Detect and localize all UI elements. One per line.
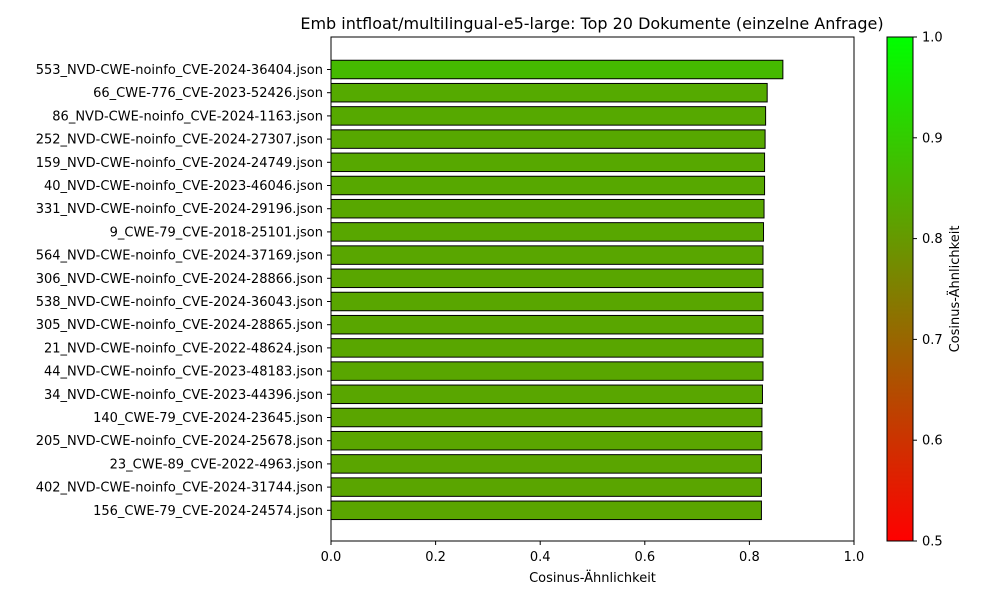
bar (330, 338, 764, 358)
category-label: 553_NVD-CWE-noinfo_CVE-2024-36404.json (36, 63, 323, 78)
category-label: 331_NVD-CWE-noinfo_CVE-2024-29196.json (36, 202, 323, 217)
colorbar-tick-label: 1.0 (922, 31, 943, 46)
bars-group (330, 59, 784, 521)
colorbar-label: Cosinus-Ähnlichkeit (947, 226, 963, 353)
bar (330, 384, 763, 405)
category-label: 156_CWE-79_CVE-2024-24574.json (93, 504, 323, 519)
colorbar-tick-label: 0.7 (922, 333, 943, 348)
category-label: 34_NVD-CWE-noinfo_CVE-2023-44396.json (44, 388, 323, 403)
colorbar-tick-label: 0.8 (922, 232, 943, 247)
bar (330, 430, 763, 451)
category-label: 305_NVD-CWE-noinfo_CVE-2024-28865.json (36, 318, 323, 333)
bar (330, 222, 765, 242)
bar (330, 129, 766, 149)
category-label: 252_NVD-CWE-noinfo_CVE-2024-27307.json (36, 133, 323, 148)
bar (330, 291, 764, 312)
bar (330, 407, 763, 428)
category-label: 140_CWE-79_CVE-2024-23645.json (93, 411, 323, 426)
colorbar-axis: 0.5 0.6 0.7 0.8 0.9 1.0 (913, 31, 943, 550)
category-label: 44_NVD-CWE-noinfo_CVE-2023-48183.json (44, 365, 323, 380)
category-label: 21_NVD-CWE-noinfo_CVE-2022-48624.json (44, 341, 323, 356)
colorbar-tick-label: 0.5 (922, 535, 943, 550)
bar (330, 500, 762, 521)
x-tick-label: 0.4 (530, 550, 551, 565)
category-label: 538_NVD-CWE-noinfo_CVE-2024-36043.json (36, 295, 323, 310)
bar (330, 268, 764, 289)
category-label: 306_NVD-CWE-noinfo_CVE-2024-28866.json (36, 272, 323, 287)
bar (330, 361, 764, 381)
category-label: 86_NVD-CWE-noinfo_CVE-2024-1163.json (52, 109, 323, 124)
category-label: 564_NVD-CWE-noinfo_CVE-2024-37169.json (36, 249, 323, 264)
bar (330, 477, 762, 497)
category-label: 402_NVD-CWE-noinfo_CVE-2024-31744.json (36, 481, 323, 496)
category-label: 66_CWE-776_CVE-2023-52426.json (93, 86, 323, 101)
x-axis: 0.0 0.2 0.4 0.6 0.8 1.0 (321, 541, 865, 565)
bar (330, 175, 766, 196)
colorbar-tick-label: 0.9 (922, 131, 943, 146)
chart-title: Emb intfloat/multilingual-e5-large: Top … (300, 14, 883, 33)
x-tick-label: 0.0 (321, 550, 342, 565)
bar (330, 106, 767, 126)
bar (330, 245, 764, 265)
bar (330, 314, 764, 335)
x-tick-label: 0.8 (739, 550, 760, 565)
x-axis-label: Cosinus-Ähnlichkeit (529, 570, 656, 586)
category-label: 9_CWE-79_CVE-2018-25101.json (110, 225, 323, 240)
category-label: 205_NVD-CWE-noinfo_CVE-2024-25678.json (36, 434, 323, 449)
category-label: 159_NVD-CWE-noinfo_CVE-2024-24749.json (36, 156, 323, 171)
bar (330, 152, 766, 173)
bar (330, 59, 784, 80)
category-label: 23_CWE-89_CVE-2022-4963.json (110, 457, 323, 472)
colorbar (886, 36, 914, 542)
colorbar-tick-label: 0.6 (922, 434, 943, 449)
bar (330, 454, 762, 474)
plot-frame (330, 36, 855, 542)
x-tick-label: 0.2 (425, 550, 446, 565)
x-tick-label: 1.0 (844, 550, 865, 565)
bar (330, 198, 765, 219)
category-label: 40_NVD-CWE-noinfo_CVE-2023-46046.json (44, 179, 323, 194)
x-tick-label: 0.6 (634, 550, 655, 565)
bar (330, 82, 768, 103)
category-labels: 553_NVD-CWE-noinfo_CVE-2024-36404.json 66… (36, 63, 331, 519)
